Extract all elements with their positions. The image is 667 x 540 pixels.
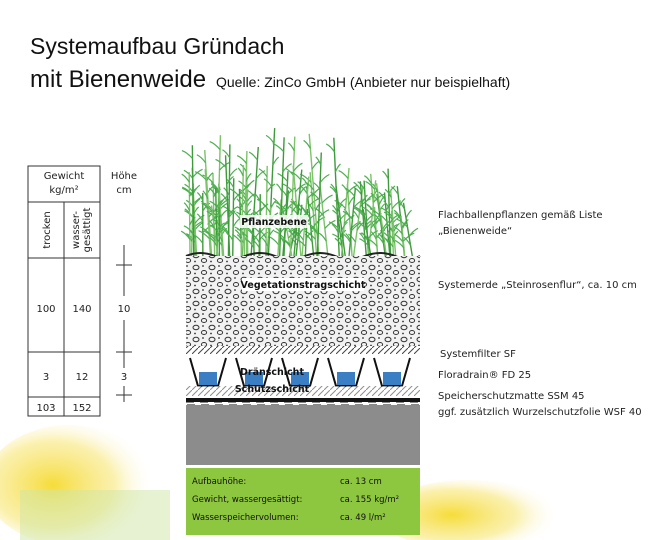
roof-deck: [186, 405, 420, 465]
table-header: wasser-: [71, 211, 82, 249]
summary-label: Gewicht, wassergesättigt:: [192, 495, 302, 505]
cell: 3: [43, 372, 49, 383]
plant-leaf: [197, 155, 206, 163]
plant-leaf: [259, 169, 267, 177]
plant-layer: [181, 128, 420, 259]
plant-leaf: [230, 189, 240, 197]
plant-leaf: [197, 214, 203, 222]
plant-leaf: [249, 152, 257, 160]
plant-leaf: [339, 171, 349, 179]
title: Systemaufbau Gründach: [30, 33, 284, 59]
plant-leaf: [312, 161, 319, 169]
cell: 140: [72, 304, 91, 315]
cell: 152: [72, 403, 91, 414]
soil-layer: [186, 256, 420, 346]
plant-leaf: [238, 168, 243, 176]
plant-leaf: [406, 210, 412, 218]
plant-leaf: [182, 174, 190, 182]
filter-layer: [186, 346, 420, 354]
plant-leaf: [237, 156, 246, 164]
cell: 12: [76, 372, 89, 383]
plant-leaf: [210, 142, 220, 150]
cell: 3: [121, 372, 127, 383]
description: Floradrain® FD 25: [438, 370, 531, 381]
drain-water: [199, 372, 217, 385]
description: „Bienenweide“: [438, 226, 512, 237]
cell: 103: [36, 403, 55, 414]
plant-leaf: [229, 169, 237, 177]
root-foil: [186, 402, 420, 405]
height-header: cm: [116, 185, 131, 196]
description: Flachballenpflanzen gemäß Liste: [438, 210, 603, 221]
meadow: [20, 490, 170, 540]
summary-value: ca. 13 cm: [340, 477, 382, 487]
drain-water: [337, 372, 355, 385]
plant-stem: [377, 194, 385, 256]
table-header: Gewicht: [44, 171, 85, 182]
plant-leaf: [320, 174, 329, 182]
summary-label: Aufbauhöhe:: [192, 477, 246, 487]
plant-leaf: [322, 195, 333, 203]
description: Systemfilter SF: [440, 349, 516, 360]
root-foil: [186, 398, 420, 402]
plant-leaf: [247, 180, 255, 188]
table-header: kg/m²: [49, 185, 78, 196]
description: Systemerde „Steinrosenflur“, ca. 10 cm: [438, 280, 637, 291]
description: ggf. zusätzlich Wurzelschutzfolie WSF 40: [438, 407, 642, 418]
cell: 10: [118, 304, 131, 315]
plant-leaf: [182, 151, 193, 159]
plant-leaf: [233, 219, 239, 227]
layer-label: Vegetationstragschicht: [241, 280, 366, 291]
layer-label: Schutzschicht: [235, 384, 310, 395]
plant-leaf: [305, 182, 314, 190]
plant-leaf: [409, 228, 418, 236]
plant-leaf: [227, 180, 233, 188]
plant-leaf: [216, 159, 227, 167]
summary-label: Wasserspeichervolumen:: [192, 513, 299, 523]
plant-leaf: [209, 188, 216, 196]
summary-value: ca. 155 kg/m²: [340, 495, 399, 505]
layer-label: Dränschicht: [240, 367, 304, 378]
cell: 100: [36, 304, 55, 315]
plant-leaf: [288, 143, 294, 151]
plant-stem: [205, 150, 212, 256]
plant-leaf: [276, 184, 282, 192]
layer-label: Pflanzebene: [241, 217, 307, 228]
source: Quelle: ZinCo GmbH (Anbieter nur beispie…: [216, 74, 510, 90]
page: Systemaufbau Gründach mit Bienenweide Qu…: [0, 0, 667, 540]
plant-stem: [317, 152, 321, 256]
plant-leaf: [379, 196, 384, 204]
plant-stem: [189, 172, 190, 256]
table-header: trocken: [42, 211, 53, 248]
height-header: Höhe: [111, 171, 137, 182]
plant-leaf: [283, 164, 292, 172]
plant-leaf: [326, 144, 334, 152]
subtitle: mit Bienenweide: [30, 66, 206, 93]
plant-leaf: [233, 212, 240, 220]
summary-value: ca. 49 l/m²: [340, 513, 386, 523]
plant-stem: [334, 138, 339, 256]
table-header: gesättigt: [82, 208, 93, 253]
plant-leaf: [264, 179, 272, 187]
plant-leaf: [269, 237, 278, 245]
description: Speicherschutzmatte SSM 45: [438, 391, 585, 402]
weight-table: Gewicht kg/m² trocken wasser- gesättigt …: [28, 166, 137, 416]
plant-leaf: [266, 135, 274, 143]
drain-water: [383, 372, 401, 385]
